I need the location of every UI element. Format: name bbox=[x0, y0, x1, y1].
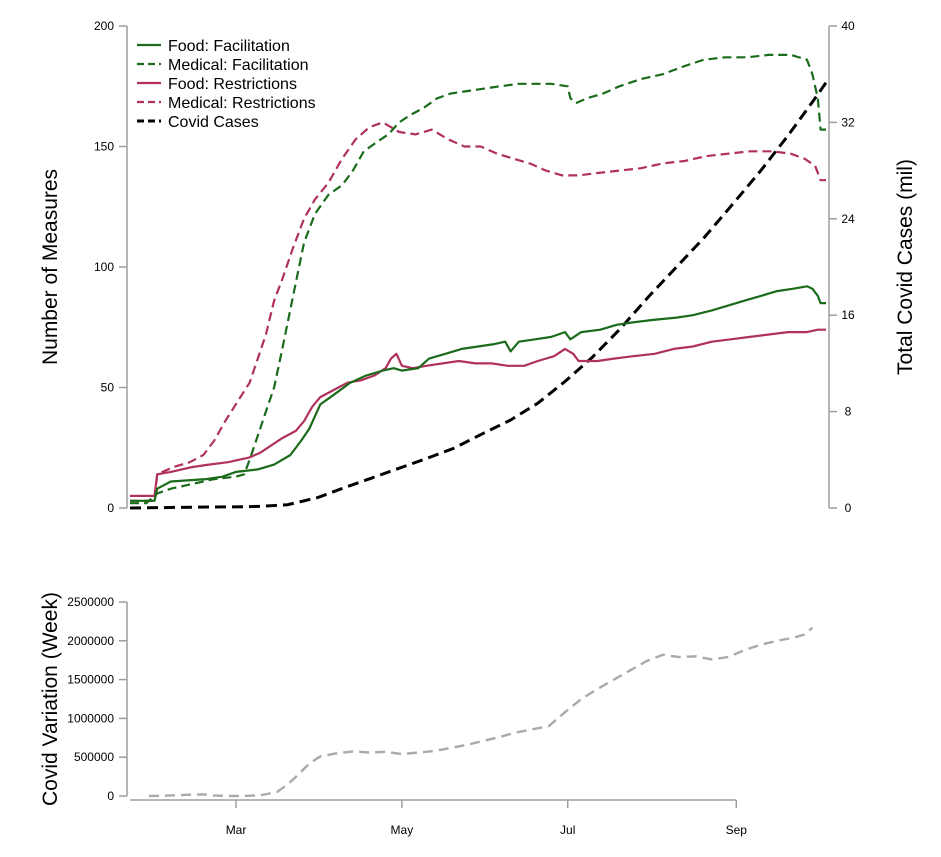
series-line-medical-restrictions bbox=[130, 121, 826, 502]
top-axes: 0 50 100 150 200 0 8 16 24 32 40 bbox=[94, 19, 855, 515]
right-y-tick-label: 40 bbox=[841, 19, 855, 33]
legend-label-covid-cases: Covid Cases bbox=[168, 114, 259, 131]
bottom-y-tick-label: 2500000 bbox=[67, 595, 114, 609]
right-y-tick-label: 32 bbox=[841, 115, 855, 129]
legend-label-food-facilitation: Food: Facilitation bbox=[168, 38, 290, 55]
series-line-medical-facilitation bbox=[130, 53, 826, 505]
bottom-y-tick-label: 1500000 bbox=[67, 673, 114, 687]
y-axis-title-right: Total Covid Cases (mil) bbox=[894, 159, 917, 375]
bottom-x-tick-label: May bbox=[391, 823, 414, 837]
series-line-covid-variation bbox=[148, 626, 814, 798]
bottom-y-tick-label: 1000000 bbox=[67, 711, 114, 725]
left-y-tick-label: 150 bbox=[94, 140, 114, 154]
top-series-layer bbox=[129, 53, 828, 510]
left-y-tick-label: 100 bbox=[94, 260, 114, 274]
right-y-tick-label: 16 bbox=[841, 308, 855, 322]
right-y-tick-label: 24 bbox=[841, 212, 855, 226]
legend-label-medical-facilitation: Medical: Facilitation bbox=[168, 57, 309, 74]
bottom-x-tick-label: Sep bbox=[726, 823, 748, 837]
y-axis-title-left: Number of Measures bbox=[39, 169, 62, 365]
bottom-x-tick-label: Jul bbox=[560, 823, 575, 837]
bottom-x-tick-label: Mar bbox=[226, 823, 247, 837]
legend-label-medical-restrictions: Medical: Restrictions bbox=[168, 95, 316, 112]
bottom-y-tick-label: 0 bbox=[107, 789, 114, 803]
y-axis-title-bottom: Covid Variation (Week) bbox=[39, 592, 62, 806]
left-y-tick-label: 0 bbox=[107, 501, 114, 515]
bottom-chart: 0 500000 1000000 1500000 2000000 2500000 Mar Ma… bbox=[39, 592, 814, 837]
bottom-axes: 0 500000 1000000 1500000 2000000 2500000 Mar Ma… bbox=[67, 595, 747, 837]
series-line-food-restrictions bbox=[130, 328, 826, 497]
series-line-covid-cases bbox=[129, 81, 828, 510]
right-y-tick-label: 0 bbox=[845, 501, 852, 515]
series-line-food-facilitation bbox=[130, 285, 826, 502]
bottom-y-tick-label: 2000000 bbox=[67, 634, 114, 648]
left-y-tick-label: 200 bbox=[94, 19, 114, 33]
bottom-series-layer bbox=[148, 626, 814, 798]
right-y-tick-label: 8 bbox=[845, 405, 852, 419]
legend: Food: Facilitation Medical: Facilitation F… bbox=[137, 38, 316, 131]
bottom-y-tick-label: 500000 bbox=[74, 750, 114, 764]
legend-label-food-restrictions: Food: Restrictions bbox=[168, 76, 297, 93]
left-y-tick-label: 50 bbox=[101, 381, 115, 395]
top-chart: 0 50 100 150 200 0 8 16 24 32 40 Food: Facilitatio… bbox=[39, 19, 917, 515]
